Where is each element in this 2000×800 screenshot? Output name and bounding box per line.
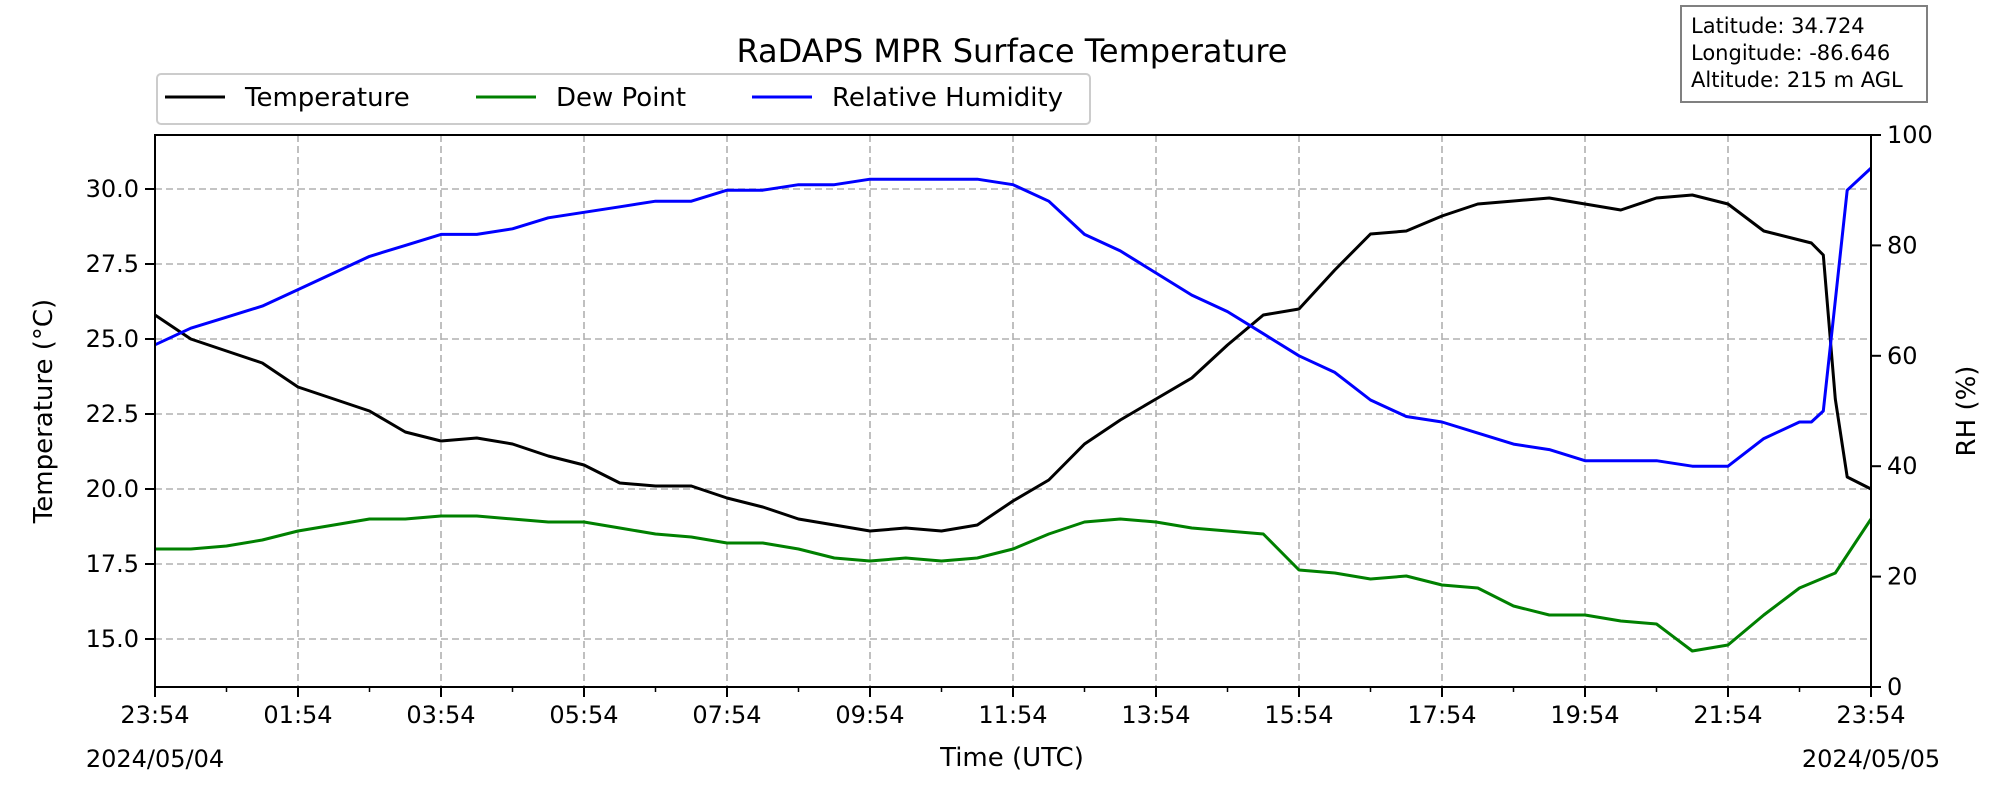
grid <box>155 135 1871 687</box>
altitude-label: Altitude: 215 m AGL <box>1691 68 1903 92</box>
y-right-tick-label: 20 <box>1887 563 1918 591</box>
series-line-relative-humidity <box>154 167 1873 468</box>
y-right-tick-label: 40 <box>1887 452 1918 480</box>
y-right-tick-label: 0 <box>1887 673 1902 701</box>
y-left-tick-label: 17.5 <box>86 550 139 578</box>
x-tick-label: 23:54 <box>1836 701 1905 729</box>
axis-ticks: 23:54 01:54 03:54 05:54 07:54 09:54 11:54 13:54… <box>86 121 1933 729</box>
x-tick-label: 05:54 <box>549 701 618 729</box>
y-right-tick-label: 100 <box>1887 121 1933 149</box>
x-axis-title: Time (UTC) <box>939 743 1084 773</box>
y-right-tick-label: 60 <box>1887 342 1918 370</box>
series-line-temperature <box>154 193 1872 533</box>
y-left-tick-label: 22.5 <box>86 400 139 428</box>
x-tick-label: 15:54 <box>1264 701 1333 729</box>
y-left-tick-label: 15.0 <box>86 625 139 653</box>
y-left-tick-label: 20.0 <box>86 475 139 503</box>
chart-title: RaDAPS MPR Surface Temperature <box>737 32 1288 70</box>
legend-label-dew-point: Dew Point <box>556 83 686 113</box>
x-tick-label: 21:54 <box>1693 701 1762 729</box>
x-tick-label: 13:54 <box>1121 701 1190 729</box>
x-tick-label: 17:54 <box>1407 701 1476 729</box>
x-tick-label: 19:54 <box>1550 701 1619 729</box>
y-left-tick-label: 27.5 <box>86 250 139 278</box>
x-tick-label: 01:54 <box>263 701 332 729</box>
x-tick-label: 23:54 <box>120 701 189 729</box>
x-tick-label: 03:54 <box>406 701 475 729</box>
y-left-tick-label: 25.0 <box>86 325 139 353</box>
start-date-label: 2024/05/04 <box>86 745 224 773</box>
x-tick-label: 11:54 <box>978 701 1047 729</box>
y-right-tick-label: 80 <box>1887 231 1918 259</box>
end-date-label: 2024/05/05 <box>1802 745 1940 773</box>
right-y-axis-title: RH (%) <box>1952 366 1982 457</box>
x-tick-label: 09:54 <box>835 701 904 729</box>
location-info-box: Latitude: 34.724 Longitude: -86.646 Alti… <box>1680 5 1928 103</box>
longitude-label: Longitude: -86.646 <box>1691 41 1890 65</box>
legend: Temperature Dew Point Relative Humidity <box>156 73 1091 125</box>
latitude-label: Latitude: 34.724 <box>1691 14 1865 38</box>
legend-frame <box>156 73 1091 125</box>
legend-label-temperature: Temperature <box>244 83 410 113</box>
y-left-tick-label: 30.0 <box>86 175 139 203</box>
info-box-frame <box>1680 5 1928 103</box>
x-tick-label: 07:54 <box>692 701 761 729</box>
legend-label-relative-humidity: Relative Humidity <box>832 83 1063 113</box>
series-line-dew-point <box>155 514 1873 653</box>
left-y-axis-title: Temperature (°C) <box>29 299 59 524</box>
